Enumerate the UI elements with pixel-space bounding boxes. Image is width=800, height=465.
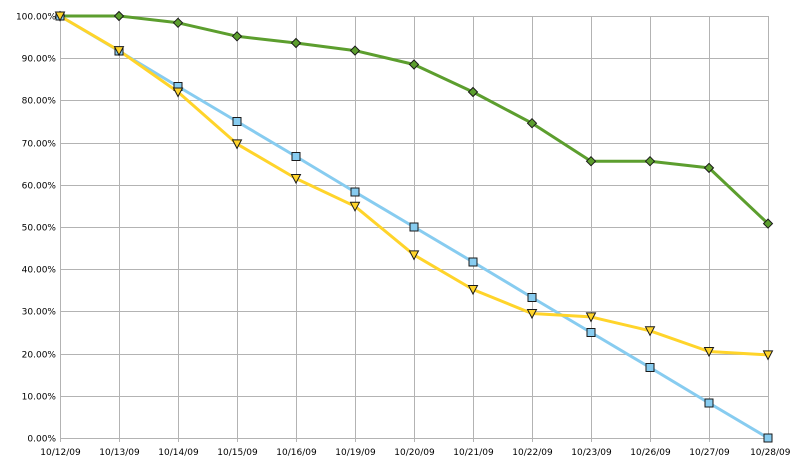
data-point xyxy=(290,174,302,185)
y-tick-label: 40.00% xyxy=(22,266,57,276)
axes xyxy=(60,16,769,442)
data-point xyxy=(645,363,655,372)
data-point xyxy=(172,17,184,29)
data-point xyxy=(350,187,360,197)
x-tick-label: 10/16/09 xyxy=(276,448,317,458)
y-tick-label: 100.00% xyxy=(16,13,56,23)
x-tick-label: 10/27/09 xyxy=(689,448,730,458)
x-tick-label: 10/20/09 xyxy=(394,448,435,458)
data-point xyxy=(762,218,774,229)
x-tick-label: 10/26/09 xyxy=(630,448,671,458)
data-point xyxy=(586,328,596,337)
data-point xyxy=(703,162,715,174)
y-tick-label: 20.00% xyxy=(22,351,57,361)
data-point xyxy=(408,250,420,261)
data-point xyxy=(585,155,597,167)
y-tick-label: 70.00% xyxy=(22,140,57,150)
data-point xyxy=(231,31,243,42)
x-tick-label: 10/14/09 xyxy=(158,448,199,458)
x-tick-label: 10/28/09 xyxy=(750,448,791,458)
x-tick-label: 10/19/09 xyxy=(335,448,376,458)
x-tick-label: 10/13/09 xyxy=(99,448,140,458)
data-point xyxy=(349,201,361,212)
data-point xyxy=(113,10,125,22)
data-point xyxy=(467,86,479,98)
data-point xyxy=(291,152,301,161)
tick-labels: 0.00% 10.00% 20.00% 30.00% 40.00% 50.00% 60.00… xyxy=(16,13,791,459)
data-point xyxy=(644,155,656,167)
y-tick-label: 10.00% xyxy=(22,393,57,403)
y-tick-label: 90.00% xyxy=(22,55,57,65)
y-tick-label: 30.00% xyxy=(22,308,57,318)
data-point xyxy=(232,117,242,126)
data-point xyxy=(526,309,538,320)
y-tick-label: 80.00% xyxy=(22,97,57,107)
data-point xyxy=(349,45,361,56)
data-point xyxy=(290,37,302,49)
x-tick-label: 10/22/09 xyxy=(512,448,553,458)
data-point xyxy=(54,11,66,22)
data-point xyxy=(527,293,537,302)
data-point xyxy=(468,257,478,267)
data-point xyxy=(409,222,419,232)
data-point xyxy=(762,350,774,361)
data-point xyxy=(704,398,714,408)
y-tick-label: 0.00% xyxy=(27,435,56,445)
marker-layer xyxy=(54,10,774,443)
data-point xyxy=(526,117,538,129)
y-tick-label: 50.00% xyxy=(22,224,57,234)
data-point xyxy=(113,46,125,57)
data-point xyxy=(172,87,184,98)
data-point xyxy=(467,285,479,296)
data-point xyxy=(408,59,420,70)
data-point xyxy=(703,347,715,358)
data-point xyxy=(763,433,773,443)
x-tick-label: 10/15/09 xyxy=(217,448,258,458)
y-tick-label: 60.00% xyxy=(22,182,57,192)
x-tick-label: 10/12/09 xyxy=(40,448,81,458)
data-point xyxy=(231,139,243,150)
x-tick-label: 10/23/09 xyxy=(571,448,612,458)
data-point xyxy=(644,326,656,337)
x-tick-label: 10/21/09 xyxy=(453,448,494,458)
data-point xyxy=(585,312,597,323)
